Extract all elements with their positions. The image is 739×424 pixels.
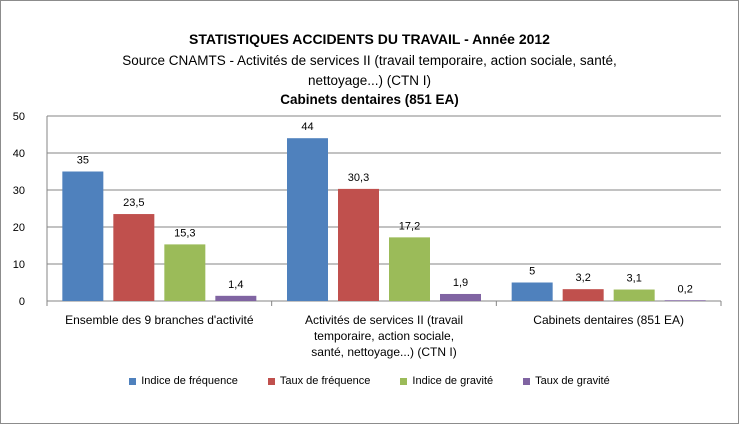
data-label: 5	[529, 266, 535, 278]
bar	[62, 171, 104, 301]
chart-title: STATISTIQUES ACCIDENTS DU TRAVAIL - Anné…	[189, 31, 550, 47]
legend-swatch	[400, 377, 408, 385]
bar	[440, 293, 481, 301]
bar	[113, 214, 155, 301]
legend-item: Taux de fréquence	[267, 375, 371, 387]
bar	[287, 138, 328, 301]
bar	[664, 300, 706, 301]
data-label: 3,1	[627, 273, 642, 285]
legend-item: Indice de fréquence	[129, 375, 238, 387]
bar	[389, 237, 430, 301]
data-label: 1,4	[228, 279, 243, 291]
category-label: Ensemble des 9 branches d'activité	[65, 313, 254, 327]
data-label: 15,3	[174, 227, 195, 239]
legend-label: Indice de fréquence	[141, 375, 238, 387]
bar	[511, 282, 553, 301]
y-tick-label: 40	[13, 148, 25, 160]
category-label: Cabinets dentaires (851 EA)	[533, 313, 685, 327]
legend-item: Indice de gravité	[400, 375, 493, 387]
legend-label: Taux de fréquence	[279, 375, 371, 387]
legend: Indice de fréquence Taux de fréquence Indi…	[1, 375, 738, 387]
y-tick-label: 30	[13, 185, 25, 197]
data-label: 30,3	[348, 172, 369, 184]
y-tick-label: 50	[13, 111, 25, 123]
chart-subtitle: Source CNAMTS - Activités de services II…	[122, 53, 617, 88]
legend-swatch	[523, 377, 531, 385]
data-label: 1,9	[453, 277, 468, 289]
data-label: 3,2	[576, 272, 591, 284]
bar	[562, 289, 604, 301]
data-label: 17,2	[399, 220, 420, 232]
legend-swatch	[129, 377, 137, 385]
y-tick-label: 20	[13, 222, 25, 234]
data-label: 0,2	[678, 283, 693, 295]
data-label: 44	[301, 121, 313, 133]
bar	[338, 188, 379, 301]
chart-subtitle-2: Cabinets dentaires (851 EA)	[280, 92, 459, 107]
data-label: 23,5	[123, 197, 144, 209]
legend-swatch	[267, 377, 275, 385]
bar	[613, 289, 655, 301]
legend-label: Taux de gravité	[535, 375, 610, 387]
category-label: Activités de services II (travail tempor…	[304, 313, 464, 359]
y-tick-label: 10	[13, 259, 25, 271]
y-tick-label: 0	[19, 296, 25, 308]
legend-item: Taux de gravité	[523, 375, 610, 387]
data-label: 35	[77, 155, 89, 167]
legend-label: Indice de gravité	[412, 375, 494, 387]
bar	[164, 244, 206, 301]
bar	[215, 295, 257, 301]
